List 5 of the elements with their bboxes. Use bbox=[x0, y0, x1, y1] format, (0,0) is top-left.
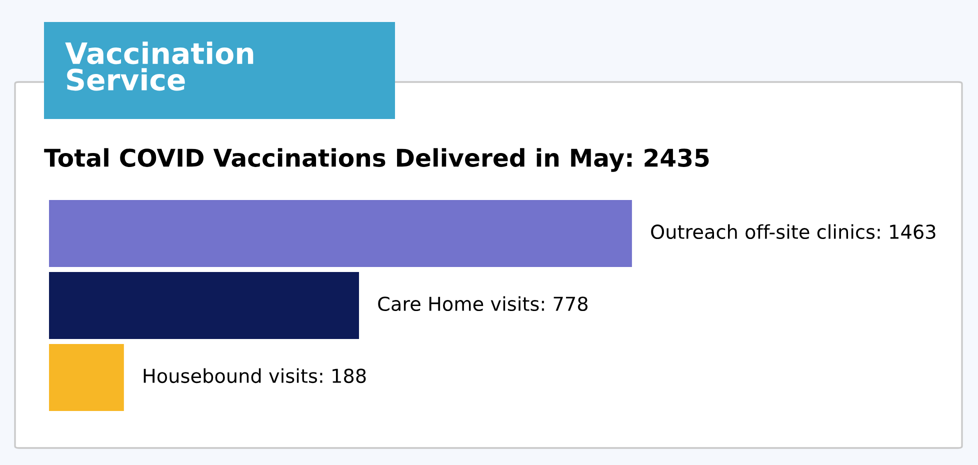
data-label: Outreach off-site clinics: 1463 bbox=[651, 224, 936, 240]
data-label: Care Home visits: 778 bbox=[378, 296, 588, 312]
data-label: Housebound visits: 188 bbox=[144, 368, 366, 384]
chart-title: Vaccination Service bbox=[65, 42, 254, 91]
chart-subtitle: Total COVID Vaccinations Delivered in May: 2435 bbox=[44, 148, 709, 172]
